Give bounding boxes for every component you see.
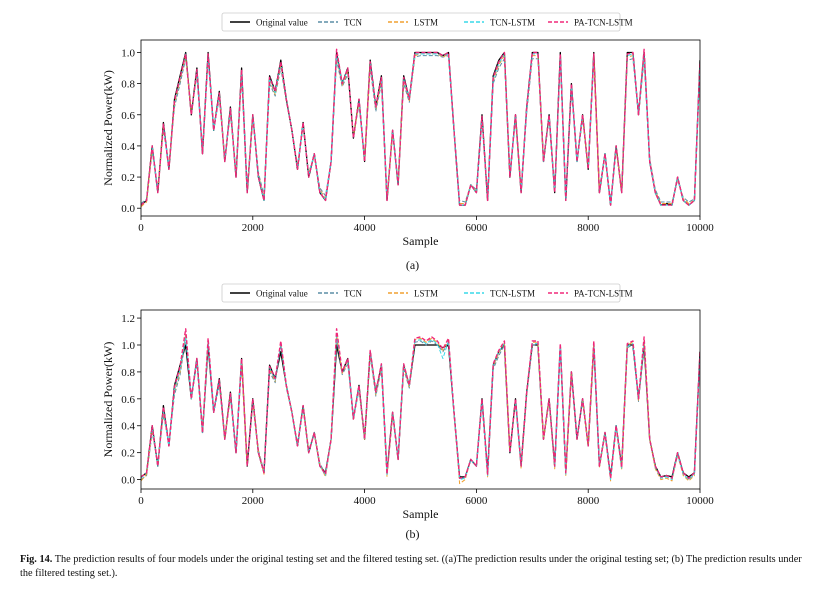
x-tick-label-1: 2000 (242, 222, 265, 234)
legend-label-4: PA-TCN-LSTM (574, 18, 633, 28)
series-line-4 (141, 48, 700, 206)
x-axis-label: Sample (403, 234, 439, 248)
panel-label-b: (b) (405, 527, 420, 541)
series-line-0 (141, 344, 700, 478)
y-tick-label-5: 1.0 (121, 47, 135, 59)
legend-label-0: Original value (256, 289, 308, 299)
series-line-2 (141, 333, 700, 485)
series-line-3 (141, 335, 700, 481)
legend-label-1: TCN (344, 18, 363, 28)
legend-frame (221, 12, 621, 32)
y-tick-label-1: 0.2 (121, 448, 135, 460)
x-tick-label-5: 10000 (686, 495, 714, 507)
legend-label-3: TCN-LSTM (490, 289, 535, 299)
x-tick-label-2: 4000 (354, 495, 377, 507)
x-tick-label-1: 2000 (242, 495, 265, 507)
chart-b: Original value TCN LSTM TCN-LSTM PA-TCN-LSTM… (101, 283, 714, 521)
y-tick-label-6: 1.2 (121, 313, 135, 325)
x-tick-label-2: 4000 (354, 222, 377, 234)
legend-label-2: LSTM (414, 18, 438, 28)
legend-label-4: PA-TCN-LSTM (574, 289, 633, 299)
y-tick-label-4: 0.8 (121, 79, 135, 91)
plot-area (141, 328, 700, 485)
chart-a: Original value TCN LSTM TCN-LSTM PA-TCN-LSTM… (101, 12, 714, 248)
legend-label-3: TCN-LSTM (490, 18, 535, 28)
y-tick-label-2: 0.4 (121, 141, 135, 153)
series-line-1 (141, 55, 700, 204)
series-line-0 (141, 51, 700, 206)
plot-frame (140, 39, 701, 217)
y-tick-label-0: 0.0 (121, 203, 135, 215)
y-tick-label-3: 0.6 (121, 394, 135, 406)
x-tick-label-0: 0 (138, 222, 144, 234)
caption-label: Fig. 14. (20, 554, 53, 565)
series-line-4 (141, 328, 700, 479)
y-tick-label-1: 0.2 (121, 172, 135, 184)
y-axis-label: Normalized Power(kW) (101, 70, 115, 186)
y-tick-label-4: 0.8 (121, 367, 135, 379)
x-axis-label: Sample (403, 507, 439, 521)
plot-frame (140, 309, 701, 490)
y-tick-label-0: 0.0 (121, 475, 135, 487)
series-line-2 (141, 53, 700, 208)
legend-label-2: LSTM (414, 289, 438, 299)
y-tick-label-3: 0.6 (121, 110, 135, 122)
y-axis-label: Normalized Power(kW) (101, 342, 115, 458)
y-tick-label-2: 0.4 (121, 421, 135, 433)
x-tick-label-4: 8000 (577, 495, 600, 507)
legend: Original value TCN LSTM TCN-LSTM PA-TCN-LSTM (221, 283, 633, 303)
x-tick-label-3: 6000 (465, 495, 488, 507)
x-tick-label-4: 8000 (577, 222, 600, 234)
legend-label-1: TCN (344, 289, 363, 299)
caption-text: The prediction results of four models un… (20, 554, 802, 579)
legend-label-0: Original value (256, 18, 308, 28)
x-tick-label-3: 6000 (465, 222, 488, 234)
legend-frame (221, 283, 621, 303)
series-line-3 (141, 53, 700, 206)
x-tick-label-5: 10000 (686, 222, 714, 234)
plot-area (141, 48, 700, 208)
panel-label-a: (a) (405, 258, 420, 272)
legend: Original value TCN LSTM TCN-LSTM PA-TCN-LSTM (221, 12, 633, 32)
series-line-1 (141, 337, 700, 481)
figure-caption: Fig. 14. The prediction results of four … (20, 553, 810, 581)
x-tick-label-0: 0 (138, 495, 144, 507)
y-tick-label-5: 1.0 (121, 340, 135, 352)
